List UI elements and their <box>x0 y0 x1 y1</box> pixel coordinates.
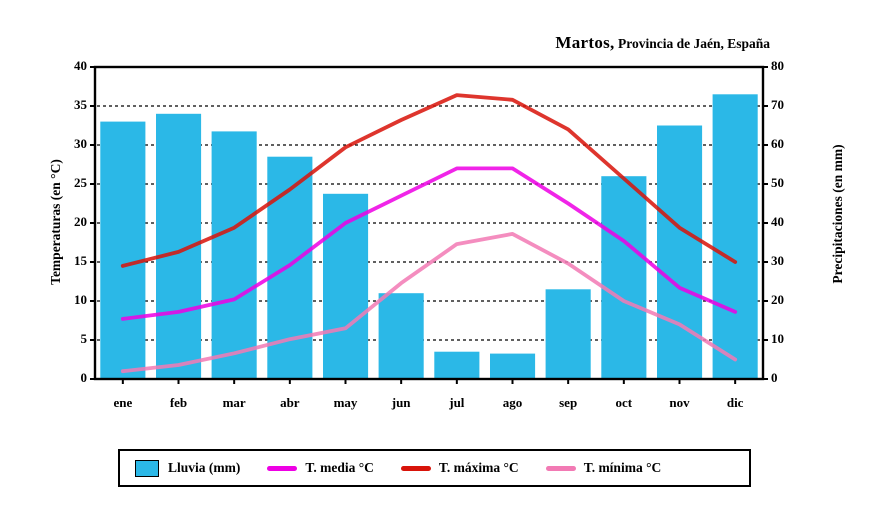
legend-item-minima: T. mínima °C <box>545 460 662 476</box>
rain-bar <box>601 176 647 379</box>
rain-bar <box>545 289 591 379</box>
left-axis-tick-label: 40 <box>74 58 87 73</box>
left-axis-tick-label: 35 <box>74 97 87 112</box>
left-axis-tick-label: 30 <box>74 136 87 151</box>
page-title: Martos, Provincia de Jaén, España <box>0 33 770 53</box>
rain-bar <box>100 121 146 379</box>
month-label: jul <box>449 395 465 410</box>
rain-bar <box>378 293 424 379</box>
right-axis-tick-label: 60 <box>771 136 784 151</box>
month-label: mar <box>222 395 246 410</box>
month-label: may <box>333 395 358 410</box>
month-label: dic <box>726 395 744 410</box>
legend-label: Lluvia (mm) <box>168 460 241 475</box>
media-line <box>120 166 738 321</box>
month-label: nov <box>669 395 690 410</box>
title-place: Martos, <box>555 33 615 52</box>
maxima-line <box>120 93 738 268</box>
legend: Lluvia (mm) T. media °C T. máxima °C T. … <box>118 449 751 487</box>
right-axis-tick-label: 70 <box>771 97 784 112</box>
left-axis-tick-label: 25 <box>74 175 87 190</box>
media-line-swatch <box>267 465 298 471</box>
legend-item-maxima: T. máxima °C <box>400 460 519 476</box>
legend-item-media: T. media °C <box>267 460 374 476</box>
minima-line <box>120 231 738 374</box>
rain-bar <box>434 351 480 379</box>
month-label: abr <box>280 395 300 410</box>
rain-bar-swatch <box>135 459 159 477</box>
month-label: sep <box>559 395 578 410</box>
maxima-line-swatch <box>400 465 431 471</box>
legend-label: T. mínima °C <box>583 460 662 475</box>
left-axis-tick-label: 5 <box>80 331 88 346</box>
right-axis-tick-label: 40 <box>771 214 784 229</box>
minima-line-swatch <box>545 465 576 471</box>
month-label: ene <box>113 395 133 410</box>
title-region: Provincia de Jaén, España <box>614 36 770 51</box>
right-axis-tick-label: 20 <box>771 292 784 307</box>
month-label: jun <box>391 395 411 410</box>
left-axis-tick-label: 0 <box>80 370 88 385</box>
left-axis-tick-label: 20 <box>74 214 87 229</box>
left-axis-tick-label: 10 <box>74 292 87 307</box>
month-label: ago <box>502 395 523 410</box>
right-axis-tick-label: 80 <box>771 58 784 73</box>
legend-label: T. media °C <box>305 460 374 475</box>
right-axis-tick-label: 10 <box>771 331 784 346</box>
month-label: oct <box>615 395 633 410</box>
month-label: feb <box>169 395 188 410</box>
legend-label: T. máxima °C <box>438 460 519 475</box>
left-axis-tick-label: 15 <box>74 253 87 268</box>
rain-bar <box>490 353 536 379</box>
rain-bar <box>657 125 703 379</box>
rain-bar <box>211 131 257 379</box>
legend-item-lluvia: Lluvia (mm) <box>135 459 241 477</box>
right-axis-tick-label: 30 <box>771 253 784 268</box>
right-axis-tick-label: 50 <box>771 175 784 190</box>
rain-bar <box>712 94 758 380</box>
right-axis-tick-label: 0 <box>771 370 778 385</box>
